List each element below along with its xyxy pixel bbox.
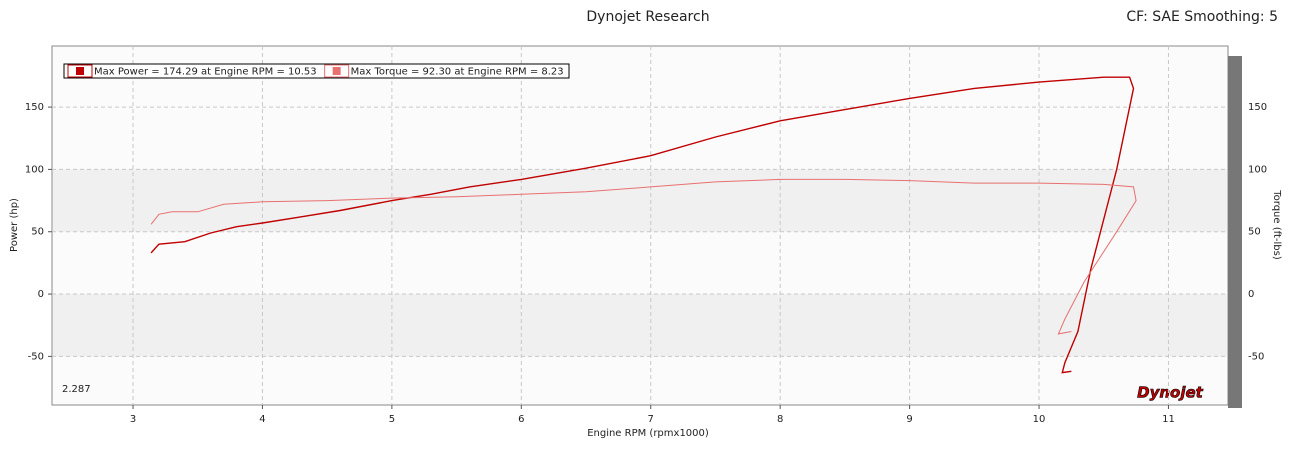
annotation: 2.287 xyxy=(62,384,91,395)
legend-box xyxy=(63,63,570,79)
x-tick-label: 5 xyxy=(389,414,395,425)
x-tick-label: 10 xyxy=(1033,414,1046,425)
y-tick-label: 100 xyxy=(25,164,44,175)
series-line xyxy=(150,76,1135,374)
y2-tick-label: 150 xyxy=(1248,102,1267,113)
x-tick-label: 4 xyxy=(259,414,265,425)
x-tick-label: 9 xyxy=(906,414,912,425)
y2-tick-label: 50 xyxy=(1248,227,1261,238)
x-tick-label: 3 xyxy=(130,414,136,425)
y-tick-label: 0 xyxy=(38,289,44,300)
legend-swatch xyxy=(332,67,341,75)
legend-swatch xyxy=(76,67,84,75)
logo: Dynojet xyxy=(1137,384,1204,402)
legend-label: Max Power = 174.29 at Engine RPM = 10.53 xyxy=(94,67,317,78)
x-tick-label: 11 xyxy=(1162,414,1175,425)
x-tick-label: 7 xyxy=(648,414,654,425)
x-tick-label: 8 xyxy=(777,414,783,425)
y-axis-label: Power (hp) xyxy=(9,198,20,252)
legend-label: Max Torque = 92.30 at Engine RPM = 8.23 xyxy=(351,67,564,78)
axis-strip xyxy=(1228,56,1242,408)
legend: Max Power = 174.29 at Engine RPM = 10.53… xyxy=(63,63,570,79)
y-tick-label: 150 xyxy=(25,102,44,113)
chart-subtitle: CF: SAE Smoothing: 5 xyxy=(1126,9,1278,25)
x-tick-label: 6 xyxy=(518,414,524,425)
y2-tick-label: 100 xyxy=(1248,164,1267,175)
y-tick-label: 50 xyxy=(31,227,44,238)
y2-axis-label: Torque (ft-lbs) xyxy=(1271,189,1282,260)
y2-tick-label: 0 xyxy=(1248,289,1254,300)
chart-title: Dynojet Research xyxy=(586,9,709,25)
band xyxy=(53,169,1227,232)
y-tick-label: -50 xyxy=(28,351,44,362)
y2-tick-label: -50 xyxy=(1248,351,1264,362)
x-axis-label: Engine RPM (rpmx1000) xyxy=(587,428,709,439)
series-line xyxy=(150,178,1137,335)
band xyxy=(53,294,1227,357)
